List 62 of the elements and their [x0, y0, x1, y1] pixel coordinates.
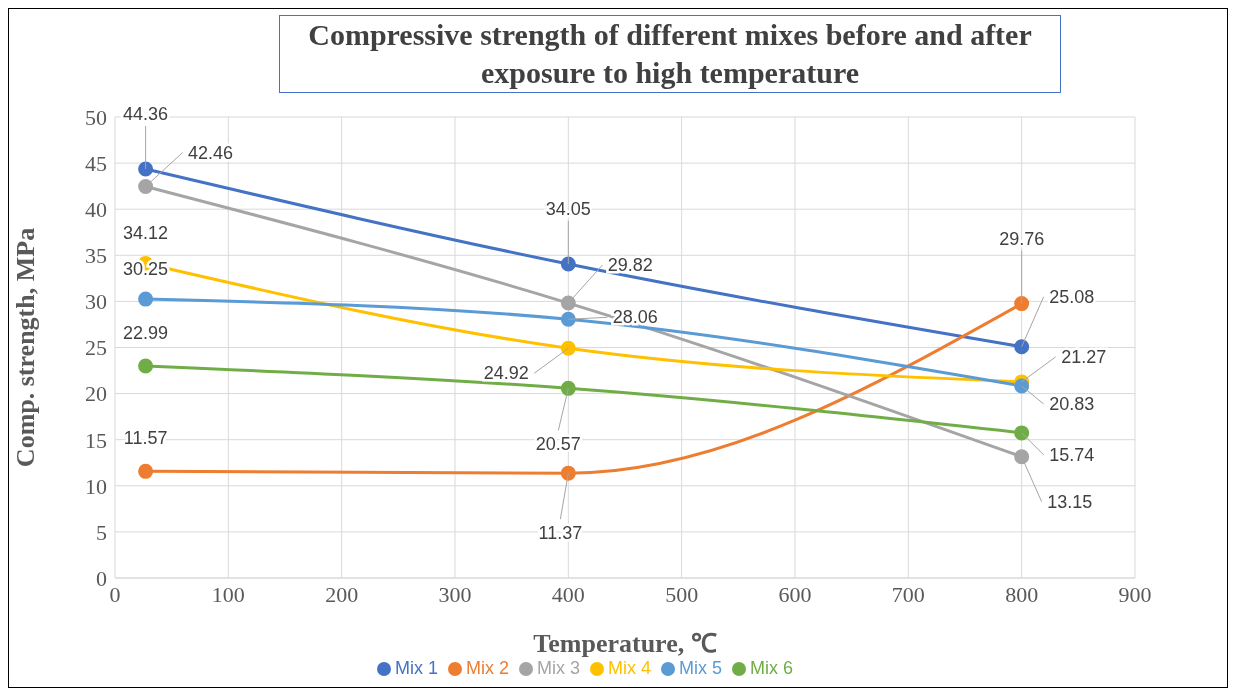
y-tick-label: 50 — [85, 104, 107, 130]
legend-label: Mix 6 — [750, 658, 794, 678]
y-tick-label: 30 — [85, 289, 107, 315]
point — [138, 179, 154, 195]
y-tick-label: 0 — [96, 565, 107, 591]
y-tick-label: 5 — [96, 519, 107, 545]
point — [1014, 339, 1030, 355]
chart-title: Compressive strength of different mixes before and after exposure to high temperature — [279, 15, 1061, 93]
y-tick-label: 45 — [85, 150, 107, 176]
point — [1014, 296, 1030, 312]
data-label: 22.99 — [123, 323, 169, 344]
point — [1014, 449, 1030, 465]
data-label: 28.06 — [612, 307, 658, 328]
point — [560, 465, 576, 481]
point — [1014, 378, 1030, 394]
x-tick-label: 500 — [665, 581, 699, 607]
x-tick-label: 900 — [1118, 581, 1152, 607]
legend-label: Mix 2 — [465, 658, 509, 678]
y-tick-label: 40 — [85, 197, 107, 223]
data-label: 11.57 — [123, 428, 168, 449]
x-tick-label: 300 — [438, 581, 472, 607]
y-tick-label: 25 — [85, 335, 107, 361]
data-label: 42.46 — [188, 142, 234, 163]
legend-label: Mix 5 — [679, 658, 723, 678]
y-axis-title: Comp. strength, MPa — [11, 227, 41, 468]
legend-label: Mix 3 — [536, 658, 580, 678]
data-label: 11.37 — [538, 523, 583, 544]
data-label: 20.83 — [1049, 393, 1095, 414]
legend-label: Mix 4 — [608, 658, 652, 678]
y-tick-label: 35 — [85, 243, 107, 269]
point — [138, 463, 154, 479]
x-tick-label: 400 — [551, 581, 585, 607]
data-label: 21.27 — [1061, 346, 1107, 367]
x-tick-label: 600 — [778, 581, 812, 607]
point — [560, 295, 576, 311]
data-label: 34.05 — [545, 199, 591, 220]
data-label: 20.57 — [535, 434, 581, 455]
legend-label: Mix 1 — [394, 658, 438, 678]
data-label: 29.76 — [999, 228, 1045, 249]
x-axis-title: Temperature, ℃ — [533, 629, 717, 658]
data-label: 44.36 — [123, 104, 169, 124]
data-label: 15.74 — [1049, 444, 1095, 465]
y-tick-label: 20 — [85, 381, 107, 407]
point — [138, 358, 154, 374]
data-label: 24.92 — [483, 363, 529, 384]
point — [560, 340, 576, 356]
x-tick-label: 100 — [211, 581, 245, 607]
point — [560, 311, 576, 327]
data-label: 34.12 — [123, 223, 169, 244]
data-label: 25.08 — [1049, 286, 1095, 307]
point — [138, 291, 154, 307]
data-label: 29.82 — [607, 255, 653, 276]
x-tick-label: 800 — [1005, 581, 1039, 607]
y-tick-label: 10 — [85, 473, 107, 499]
x-tick-label: 700 — [891, 581, 925, 607]
y-tick-label: 15 — [85, 427, 107, 453]
point — [560, 380, 576, 396]
point — [560, 256, 576, 272]
x-tick-label: 200 — [325, 581, 359, 607]
point — [1014, 425, 1030, 441]
point — [138, 161, 154, 177]
data-label: 13.15 — [1047, 491, 1093, 512]
